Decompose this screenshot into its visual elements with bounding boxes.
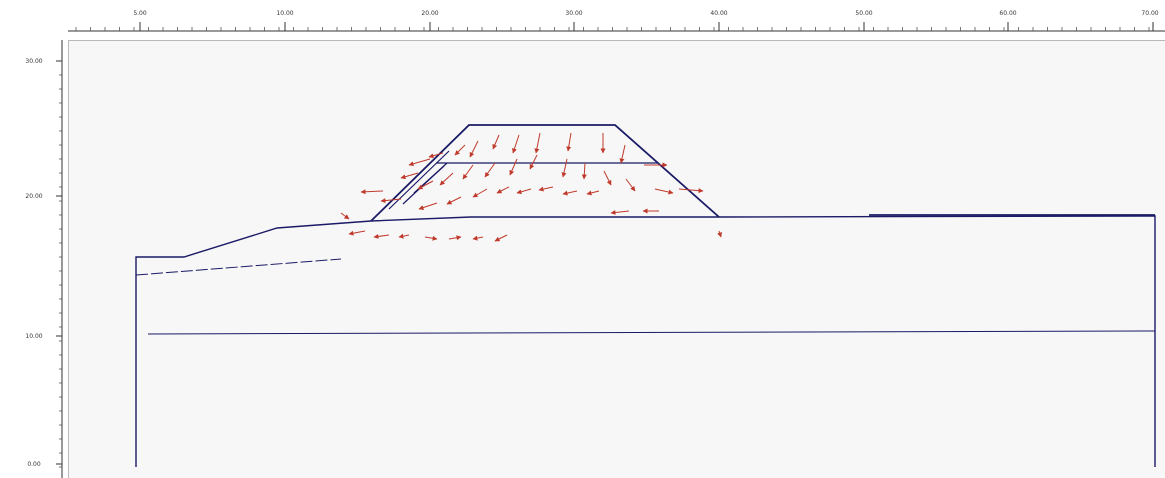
velocity-arrow	[512, 134, 520, 154]
velocity-arrow	[538, 186, 554, 192]
velocity-arrow	[529, 154, 538, 170]
velocity-arrow	[446, 196, 462, 205]
y-axis-tick-label: 10.00	[25, 333, 42, 340]
velocity-arrow	[610, 210, 630, 215]
velocity-arrow	[678, 188, 704, 194]
velocity-arrow	[516, 188, 532, 195]
x-axis-tick-label: 40.00	[710, 10, 727, 17]
geometry-drawing	[135, 124, 1156, 467]
vertical-ruler-graphic: 30.00 20.00 10.00 0.00	[25, 40, 63, 478]
horizontal-ruler: 5.00 10.00 20.00 30.00 40.00 50.00 60.00…	[0, 0, 1165, 40]
y-axis-tick-label: 0.00	[27, 461, 41, 468]
velocity-arrow	[494, 234, 508, 242]
velocity-arrow	[348, 230, 366, 236]
velocity-arrow	[400, 172, 419, 180]
velocity-arrow	[424, 235, 438, 241]
velocity-arrow	[566, 132, 572, 152]
velocity-arrow	[340, 212, 350, 220]
ruler-minor-ticks	[59, 60, 62, 468]
velocity-arrow	[472, 188, 488, 198]
embankment	[370, 124, 720, 222]
velocity-arrow	[561, 158, 568, 178]
velocity-arrow	[603, 170, 612, 186]
velocity-arrow	[534, 132, 541, 154]
embankment-outline	[370, 124, 720, 222]
vertical-ruler: 30.00 20.00 10.00 0.00	[0, 40, 68, 478]
velocity-arrow	[586, 190, 600, 196]
velocity-arrow	[492, 134, 500, 150]
velocity-arrow	[462, 164, 474, 180]
velocity-arrow	[380, 198, 402, 204]
velocity-arrow	[398, 233, 410, 239]
x-axis-tick-label: 5.00	[133, 10, 147, 17]
velocity-arrow	[417, 180, 434, 190]
y-axis-tick-label: 20.00	[25, 193, 42, 200]
x-axis-tick-label: 60.00	[999, 10, 1016, 17]
x-axis-tick-label: 30.00	[565, 10, 582, 17]
y-axis-tick-label: 30.00	[25, 58, 42, 65]
x-axis-tick-label: 10.00	[276, 10, 293, 17]
model-canvas[interactable]	[68, 40, 1165, 478]
velocity-arrow	[717, 230, 722, 238]
soil-layer-line-upper	[135, 258, 342, 276]
velocity-arrow	[509, 158, 518, 176]
velocity-arrow	[484, 162, 496, 178]
velocity-arrow	[469, 140, 479, 158]
velocity-arrow	[360, 189, 384, 195]
velocity-arrow	[454, 144, 466, 156]
x-axis-tick-label: 50.00	[855, 10, 872, 17]
velocity-vectors	[340, 132, 722, 242]
velocity-arrow	[654, 188, 674, 195]
velocity-arrow	[619, 144, 626, 164]
velocity-arrow	[625, 178, 636, 192]
velocity-arrow	[448, 235, 462, 241]
velocity-arrow	[472, 235, 484, 241]
velocity-arrow	[418, 202, 438, 210]
horizontal-ruler-graphic: 5.00 10.00 20.00 30.00 40.00 50.00 60.00…	[68, 10, 1165, 32]
velocity-arrow	[373, 233, 390, 239]
velocity-arrow	[428, 152, 444, 159]
velocity-arrow	[562, 190, 578, 196]
x-axis-tick-label: 70.00	[1141, 10, 1158, 17]
x-axis-tick-label: 20.00	[421, 10, 438, 17]
embankment-slope-line-1	[388, 150, 450, 210]
ground-surface-boundary	[135, 215, 1156, 467]
velocity-arrow	[581, 162, 587, 180]
soil-layers	[135, 214, 1156, 467]
ruler-minor-ticks	[75, 27, 1150, 31]
velocity-arrow	[496, 186, 510, 194]
velocity-arrow	[408, 158, 431, 167]
soil-layer-line-lower	[147, 330, 1156, 335]
velocity-arrow	[439, 172, 454, 186]
